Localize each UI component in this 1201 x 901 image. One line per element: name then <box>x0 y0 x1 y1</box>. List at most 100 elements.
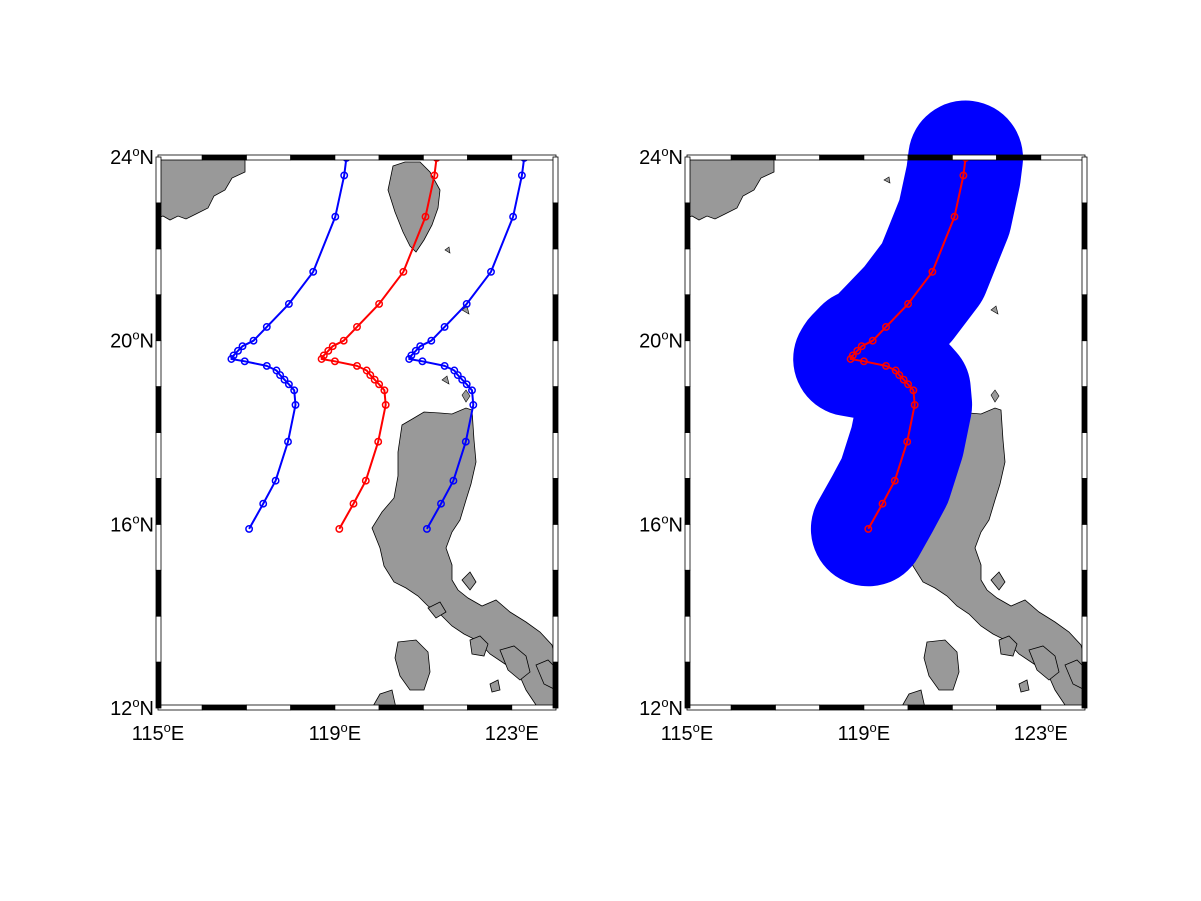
track-point-marker <box>399 267 408 276</box>
map-frame <box>155 154 559 711</box>
track-point-marker <box>262 322 271 331</box>
track-blue <box>405 157 529 533</box>
land-island <box>489 679 501 693</box>
frame-border-segment <box>334 704 380 711</box>
track-layer <box>846 157 970 533</box>
frame-border-segment <box>1081 386 1088 433</box>
land-island <box>998 635 1018 657</box>
lat-tick-label: 24oN <box>110 144 154 169</box>
lon-tick-label: 119oE <box>838 720 890 745</box>
land-island <box>469 635 489 657</box>
track-point-marker <box>407 351 416 360</box>
track-point-marker <box>868 336 877 345</box>
frame-border-segment <box>996 154 1042 161</box>
track-point-marker <box>361 476 370 485</box>
frame-border-segment <box>155 432 162 479</box>
track-point-marker <box>487 267 495 276</box>
land-island <box>1064 659 1085 691</box>
frame-border-segment <box>246 704 292 711</box>
frame-border-segment <box>686 154 732 161</box>
frame-border-segment <box>552 156 559 204</box>
frame-border-segment <box>863 154 909 161</box>
track-point-marker <box>904 299 913 308</box>
frame-border-segment <box>334 154 380 161</box>
track-point-marker <box>848 351 857 360</box>
track-point-marker <box>381 400 390 409</box>
lat-tick-label: 12oN <box>639 695 683 720</box>
frame-border-segment <box>1040 154 1086 161</box>
track-point-marker <box>899 375 908 384</box>
frame-border-segment <box>1081 523 1088 571</box>
track-point-marker <box>882 361 890 370</box>
track-point-marker <box>234 346 242 355</box>
land-island <box>535 659 556 691</box>
track-point-marker <box>328 342 337 351</box>
land-china-coast <box>158 157 246 221</box>
track-point-marker <box>240 357 249 366</box>
frame-border-segment <box>201 704 247 711</box>
frame-border-segment <box>686 704 732 711</box>
frame-border-segment <box>684 294 691 342</box>
lon-tick-label: 115oE <box>132 720 184 745</box>
frame-border-segment <box>155 248 162 296</box>
frame-border-segment <box>819 154 865 161</box>
track-point-marker <box>229 351 238 360</box>
frame-border-segment <box>684 478 691 525</box>
frame-border-segment <box>422 704 468 711</box>
frame-border-segment <box>1040 704 1086 711</box>
track-point-marker <box>422 524 431 533</box>
frame-border-segment <box>1081 569 1088 617</box>
land-islet <box>461 305 470 315</box>
track-point-marker <box>853 346 862 355</box>
track-point-marker <box>857 342 866 351</box>
track-point-marker <box>950 212 959 221</box>
track-point-marker <box>859 357 868 366</box>
track-point-marker <box>238 342 247 351</box>
track-point-marker <box>262 361 271 370</box>
track-point-marker <box>362 366 371 375</box>
track-point-marker <box>469 400 478 409</box>
land-mindoro <box>394 639 431 691</box>
track-point-marker <box>339 336 348 345</box>
frame-border-segment <box>775 704 821 711</box>
track-point-marker <box>462 380 471 389</box>
track-point-marker <box>280 375 289 384</box>
frame-border-segment <box>155 340 162 387</box>
track-point-marker <box>864 524 873 533</box>
frame-border-segment <box>684 386 691 433</box>
track-point-marker <box>375 299 384 308</box>
track-point-marker <box>890 476 899 485</box>
track-point-marker <box>904 380 913 389</box>
track-point-marker <box>959 171 968 180</box>
land-layer <box>158 157 556 708</box>
frame-border-segment <box>155 202 162 250</box>
frame-border-segment <box>684 661 691 709</box>
track-point-marker <box>903 437 912 446</box>
track-point-marker <box>291 400 300 409</box>
frame-border-segment <box>155 156 162 204</box>
frame-border-segment <box>1081 661 1088 709</box>
frame-border-segment <box>552 569 559 617</box>
track-point-marker <box>353 322 361 331</box>
track-point-marker <box>331 212 340 221</box>
frame-border-segment <box>684 432 691 479</box>
frame-border-segment <box>684 523 691 571</box>
track-point-marker <box>910 400 919 409</box>
frame-border-segment <box>155 294 162 342</box>
frame-border-segment <box>819 704 865 711</box>
track-point-marker <box>374 437 383 446</box>
land-mindoro <box>923 639 960 691</box>
track-point-marker <box>449 476 458 485</box>
track-point-marker <box>375 380 384 389</box>
track-point-marker <box>416 342 425 351</box>
lat-tick-label: 20oN <box>110 328 154 353</box>
track-red <box>317 157 441 533</box>
frame-border-segment <box>201 154 247 161</box>
frame-border-segment <box>290 704 336 711</box>
frame-border-segment <box>552 432 559 479</box>
frame-border-segment <box>552 478 559 525</box>
